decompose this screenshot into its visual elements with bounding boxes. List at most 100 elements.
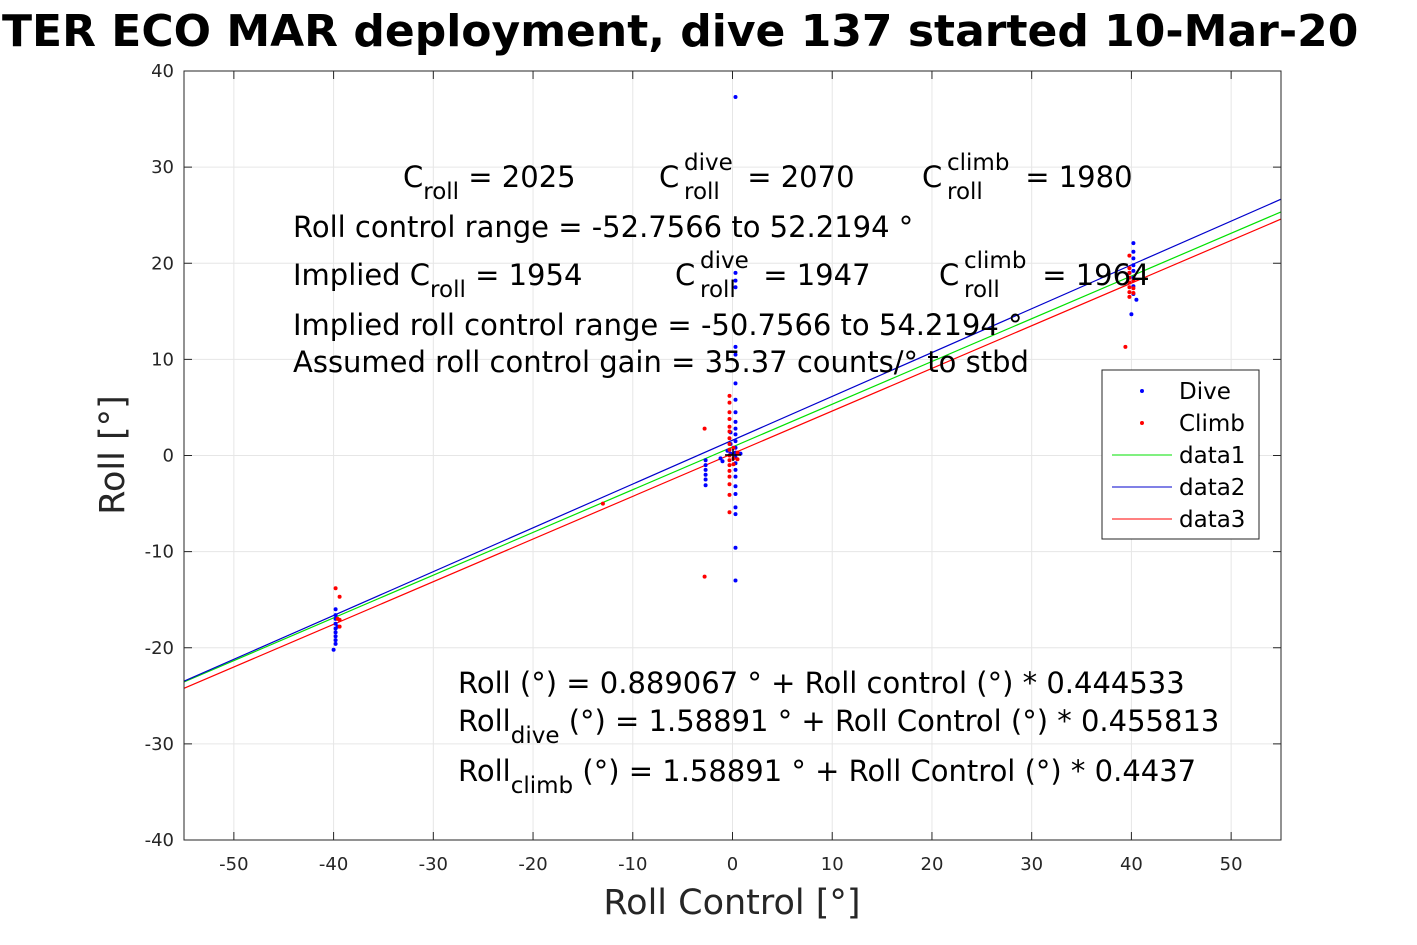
- x-axis-label: Roll Control [°]: [603, 883, 860, 923]
- legend-label-data2: data2: [1179, 475, 1245, 501]
- point-dive: [333, 638, 338, 643]
- point-dive: [733, 270, 738, 275]
- point-dive: [733, 484, 738, 489]
- x-tick-label: -10: [618, 854, 647, 875]
- point-climb: [727, 447, 732, 452]
- x-tick-label: 0: [727, 854, 738, 875]
- x-tick-label: -30: [419, 854, 448, 875]
- point-dive: [703, 467, 708, 472]
- point-climb: [1127, 266, 1132, 271]
- point-climb: [1127, 253, 1132, 258]
- point-dive: [733, 397, 738, 402]
- x-tick-label: -40: [319, 854, 348, 875]
- series-line-data2: [183, 198, 1282, 682]
- x-tick-label: -50: [219, 854, 248, 875]
- point-dive: [331, 647, 336, 652]
- point-dive: [733, 410, 738, 415]
- point-dive: [733, 467, 738, 472]
- point-dive: [733, 492, 738, 496]
- point-climb: [727, 492, 732, 497]
- point-dive: [733, 432, 738, 437]
- x-tick-label: 40: [1120, 854, 1143, 875]
- x-tick-labels: -50 -40 -30 -20 -10 0 10 20 30 40 50: [219, 854, 1242, 875]
- annotation-fit-climb: Rollclimb (°) = 1.58891 ° + Roll Control…: [458, 754, 1196, 799]
- plot-frame: [183, 70, 1282, 841]
- annotation-implied-range: Implied roll control range = -50.7566 to…: [293, 308, 1023, 342]
- point-climb: [600, 501, 605, 506]
- point-climb: [727, 463, 732, 468]
- x-tick-label: 30: [1020, 854, 1043, 875]
- legend-marker-climb: [1140, 421, 1144, 425]
- y-tick-label: -20: [145, 638, 174, 659]
- point-climb: [1123, 344, 1128, 349]
- legend: Dive Climb data1 data2 data3: [1101, 369, 1260, 540]
- point-climb: [727, 417, 732, 421]
- point-dive: [1131, 249, 1136, 254]
- y-tick-labels: -40 -30 -20 -10 0 10 20 30 40: [145, 61, 174, 851]
- point-dive: [733, 278, 738, 283]
- annotation-fit-all: Roll (°) = 0.889067 ° + Roll control (°)…: [458, 666, 1185, 700]
- point-climb: [735, 457, 740, 462]
- data-points: [331, 95, 1139, 652]
- point-dive: [703, 458, 708, 463]
- point-dive: [733, 352, 738, 357]
- point-dive: [703, 483, 708, 488]
- point-climb: [1127, 285, 1132, 290]
- y-tick-label: -10: [145, 542, 174, 563]
- point-climb: [1131, 278, 1136, 283]
- point-climb: [1127, 275, 1132, 280]
- point-dive: [733, 285, 738, 290]
- point-climb: [727, 400, 732, 405]
- y-axis-label: Roll [°]: [93, 395, 133, 515]
- point-climb: [1131, 286, 1136, 291]
- point-dive: [333, 607, 338, 612]
- point-climb: [727, 474, 732, 479]
- y-tick-label: -30: [145, 734, 174, 755]
- point-climb: [1127, 294, 1132, 299]
- point-climb: [727, 393, 732, 398]
- chart-title: TER ECO MAR deployment, dive 137 started…: [2, 6, 1358, 57]
- point-climb: [727, 442, 732, 446]
- y-tick-label: 0: [163, 446, 174, 467]
- y-tick-label: 10: [151, 349, 174, 370]
- annotation-implied-c-roll: Implied Croll = 1954: [293, 258, 582, 303]
- point-climb: [702, 426, 707, 431]
- legend-label-data1: data1: [1179, 443, 1245, 469]
- point-dive: [1129, 312, 1134, 317]
- point-dive: [1131, 275, 1136, 280]
- x-tick-label: 20: [921, 854, 944, 875]
- y-tick-label: -40: [145, 830, 174, 851]
- point-climb: [333, 586, 338, 591]
- point-climb: [337, 594, 342, 599]
- point-climb: [731, 462, 736, 467]
- point-climb: [727, 436, 732, 441]
- point-dive: [333, 613, 338, 618]
- point-climb: [702, 574, 707, 579]
- point-dive: [703, 472, 708, 477]
- point-climb: [337, 624, 342, 629]
- point-dive: [733, 419, 738, 424]
- point-dive: [733, 512, 738, 517]
- annotation-gain: Assumed roll control gain = 35.37 counts…: [293, 345, 1029, 379]
- point-climb: [727, 429, 732, 434]
- point-dive: [1131, 256, 1136, 261]
- point-dive: [1131, 268, 1136, 273]
- point-climb: [735, 450, 740, 455]
- point-dive: [720, 459, 725, 464]
- point-climb: [1127, 270, 1132, 275]
- point-dive: [733, 344, 738, 349]
- point-climb: [727, 458, 732, 463]
- point-dive: [1131, 263, 1136, 268]
- point-dive: [733, 426, 738, 431]
- point-climb: [1127, 290, 1132, 295]
- point-climb: [727, 468, 732, 473]
- point-dive: [733, 381, 738, 386]
- y-tick-label: 20: [151, 253, 174, 274]
- point-dive: [703, 477, 708, 482]
- point-climb: [1131, 291, 1136, 295]
- point-dive: [718, 456, 723, 461]
- point-climb: [727, 482, 732, 487]
